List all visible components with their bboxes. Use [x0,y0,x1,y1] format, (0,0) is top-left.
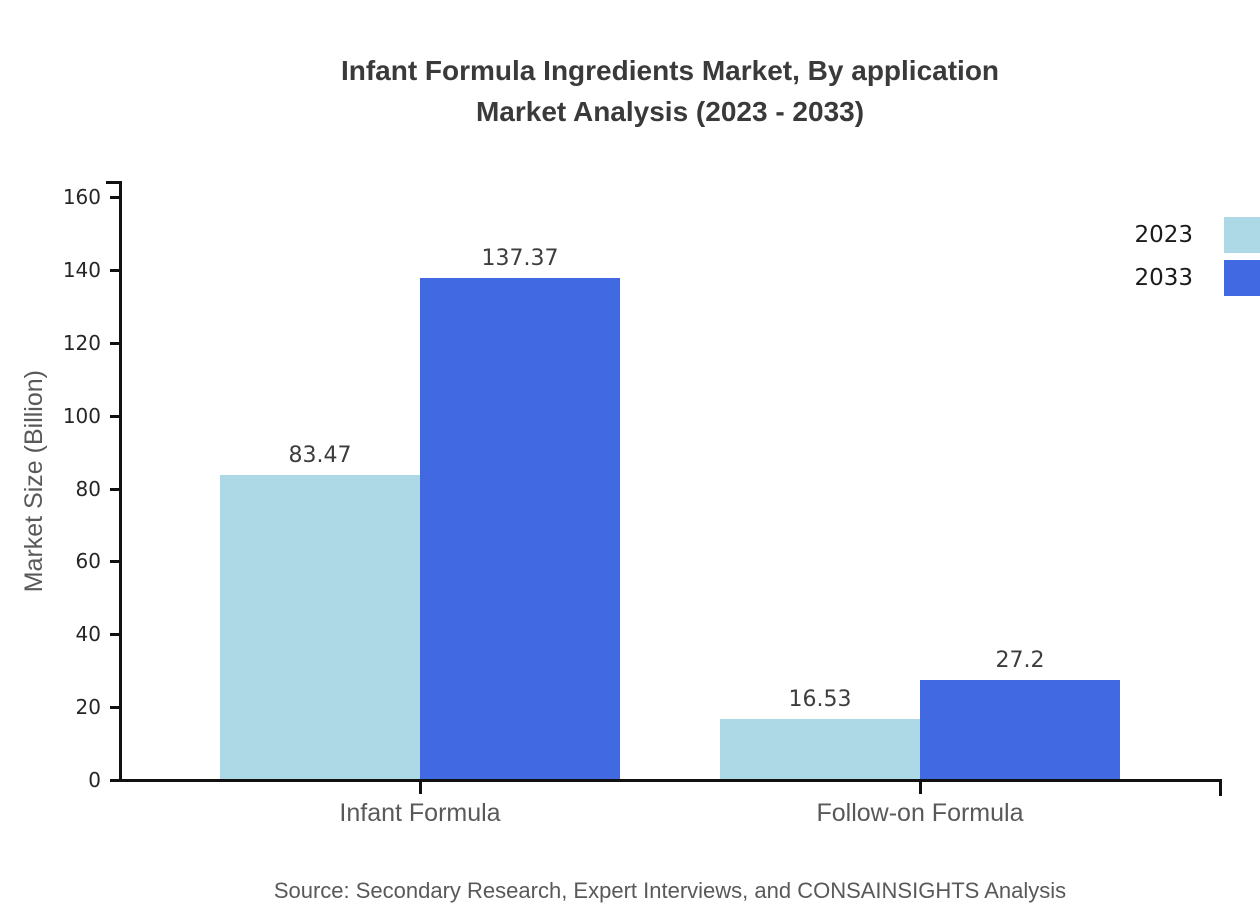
y-tick-label: 160 [62,185,101,209]
y-tick-label: 100 [62,403,101,428]
chart-title-line2: Market Analysis (2023 - 2033) [475,96,865,127]
y-tick [110,196,119,199]
source-note: Source: Secondary Research, Expert Inter… [273,878,1067,903]
y-tick [110,706,119,710]
bar-2033-follow-on-formula [920,679,1120,779]
bar-value-label: 137.37 [481,246,559,272]
x-axis-end-cap [1219,779,1222,796]
legend-item: 2023 [1134,217,1260,253]
y-tick-label: 120 [62,330,101,355]
x-category-label: Infant Formula [339,799,501,827]
y-tick-label: 80 [75,476,101,501]
plot-area: 0 20 40 60 80 100 120 140 160 83.47 137.37 Infant F… [63,181,1222,827]
bar-value-label: 83.47 [288,442,352,468]
chart-title: Infant Formula Ingredients Market, By ap… [80,50,1260,132]
chart-title-line1: Infant Formula Ingredients Market, By ap… [340,55,1000,86]
y-tick [110,414,119,418]
legend: 2023 2033 [1134,217,1260,303]
legend-swatch [1224,260,1260,296]
y-tick-label: 0 [88,768,101,792]
y-tick [110,487,119,491]
y-tick [110,779,119,782]
bar-value-label: 16.53 [788,686,852,712]
legend-swatch [1224,217,1260,253]
x-axis-spine [119,779,1222,782]
y-tick-label: 60 [75,549,101,574]
y-axis-top-cap [106,181,119,184]
legend-label: 2033 [1134,265,1193,291]
y-tick [110,341,119,345]
bar-2033-infant-formula [420,278,620,779]
x-tick [419,779,422,794]
y-tick-label: 40 [75,622,101,647]
x-tick [919,779,922,794]
y-axis-spine [119,181,122,782]
y-tick [110,633,119,637]
x-category-label: Follow-on Formula [816,799,1024,827]
y-tick [110,560,119,564]
legend-item: 2033 [1134,260,1260,296]
legend-label: 2023 [1134,222,1193,248]
y-tick [110,268,119,272]
y-tick-label: 20 [75,695,101,720]
y-tick-label: 140 [62,257,101,282]
bar-value-label: 27.2 [995,647,1045,673]
bar-2023-infant-formula [220,474,420,779]
bar-2023-follow-on-formula [720,718,920,779]
